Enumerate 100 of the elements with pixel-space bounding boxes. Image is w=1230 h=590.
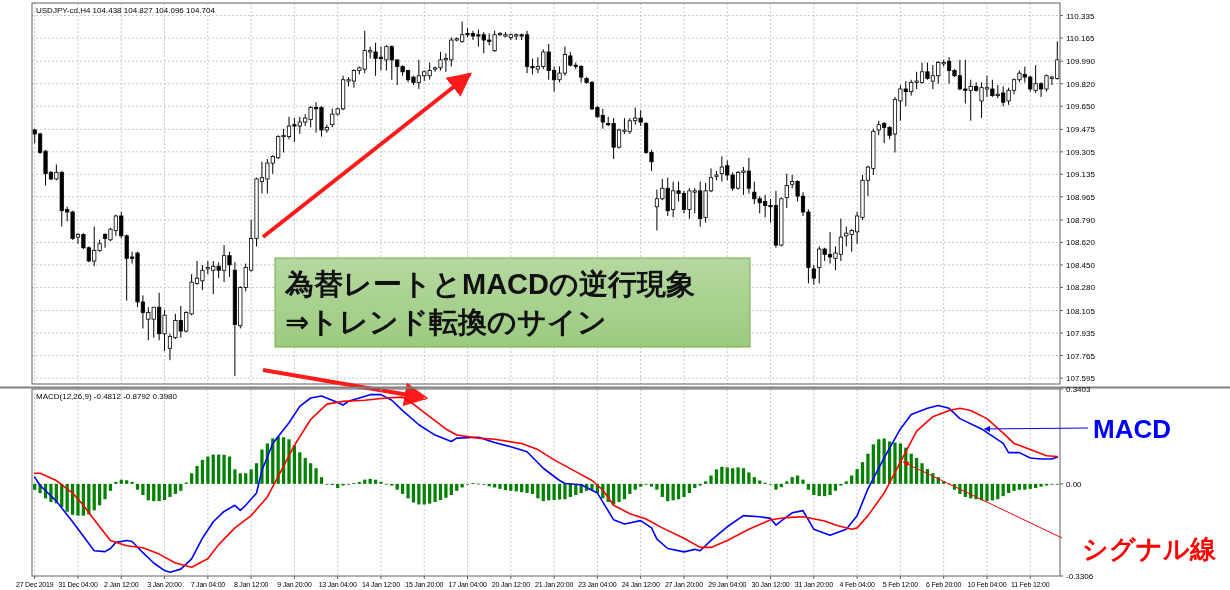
bar [503, 483, 508, 490]
bar [747, 472, 751, 484]
bar [217, 454, 221, 484]
bar [422, 483, 426, 505]
bar [844, 481, 848, 484]
bar [298, 452, 302, 484]
bar [162, 483, 167, 501]
bar [498, 483, 502, 489]
bar [833, 483, 838, 491]
bar [552, 483, 556, 501]
candlestick [784, 173, 789, 209]
bar [449, 483, 453, 495]
bar [168, 483, 172, 497]
bar [238, 473, 242, 484]
bar [709, 475, 713, 484]
bar [103, 483, 107, 500]
bar [649, 483, 654, 487]
y-tick-label: 110.165 [1066, 34, 1095, 44]
bar [98, 483, 102, 506]
y-tick-label: 109.650 [1066, 102, 1096, 112]
bar [152, 483, 156, 502]
bar [33, 483, 37, 490]
bar [741, 468, 746, 484]
bar [233, 469, 237, 484]
bar [801, 479, 805, 484]
bar [146, 483, 150, 501]
bar [509, 483, 513, 491]
bar [666, 483, 670, 502]
bar [996, 483, 1000, 500]
bar [687, 483, 691, 494]
bar [125, 480, 129, 484]
y-tick-label: 109.135 [1066, 170, 1096, 180]
bar [736, 467, 740, 484]
bar [157, 483, 161, 502]
bar [671, 483, 675, 501]
bar [774, 483, 778, 490]
y-tick-label: 108.965 [1066, 192, 1096, 202]
y-tick-label: 108.620 [1066, 238, 1096, 248]
bar [812, 483, 816, 495]
bar [530, 483, 535, 494]
bar [893, 442, 897, 484]
bar [655, 483, 659, 490]
bar [108, 483, 113, 491]
bar [855, 469, 859, 484]
bar [195, 466, 199, 484]
bar [141, 483, 145, 495]
y-tick-label: 108.280 [1066, 283, 1096, 293]
bar [417, 483, 421, 505]
y-tick-label: 108.105 [1066, 306, 1096, 316]
annotation: 為替レートとMACDの逆行現象 ⇒トレンド転換のサイン [284, 268, 695, 338]
bar [455, 483, 459, 491]
bar [303, 457, 307, 484]
bar [785, 481, 789, 484]
bar [682, 483, 686, 497]
bar [617, 483, 621, 502]
bar [731, 468, 735, 484]
bar [249, 469, 253, 484]
bar [287, 439, 291, 484]
bar [438, 483, 443, 501]
bar [817, 483, 821, 497]
chart-title: USDJPY-cd,H4 104.438 104.827 104.096 104.704 [36, 6, 216, 15]
bar [254, 463, 259, 484]
bar [536, 483, 540, 499]
bar [828, 483, 832, 495]
chart-title: MACD(12,26,9) -0.4812 -0.8792 0.3980 [36, 392, 178, 401]
bar [444, 483, 448, 498]
bar [1017, 483, 1022, 490]
bar [676, 483, 681, 500]
y-tick-label: 109.820 [1066, 79, 1096, 89]
bar [406, 483, 410, 499]
bar [639, 483, 643, 487]
bar [985, 483, 989, 502]
bar [806, 483, 811, 490]
bar [990, 483, 994, 501]
y-tick-label: 108.790 [1066, 215, 1096, 225]
bar [179, 483, 183, 491]
bar [752, 477, 756, 484]
bar [314, 468, 318, 484]
text: シグナル線 [1082, 534, 1217, 564]
y-tick-label: -0.3306 [1066, 572, 1094, 581]
bar [319, 477, 324, 484]
bar [411, 483, 416, 503]
bar [1028, 483, 1032, 489]
bar [714, 469, 719, 484]
y-tick-label: 107.765 [1066, 351, 1096, 361]
bar [590, 483, 594, 490]
bar [76, 483, 80, 516]
bar [368, 478, 372, 484]
bar [1001, 483, 1005, 497]
bar [920, 463, 924, 484]
bar [227, 456, 232, 484]
bar [211, 454, 215, 484]
bar [850, 475, 854, 484]
bar [200, 459, 205, 484]
bar [173, 483, 177, 494]
bar [547, 483, 551, 501]
bar [633, 483, 637, 490]
y-tick-label: 107.935 [1066, 329, 1096, 339]
bar [720, 466, 724, 484]
y-tick-label: 109.305 [1066, 147, 1096, 157]
